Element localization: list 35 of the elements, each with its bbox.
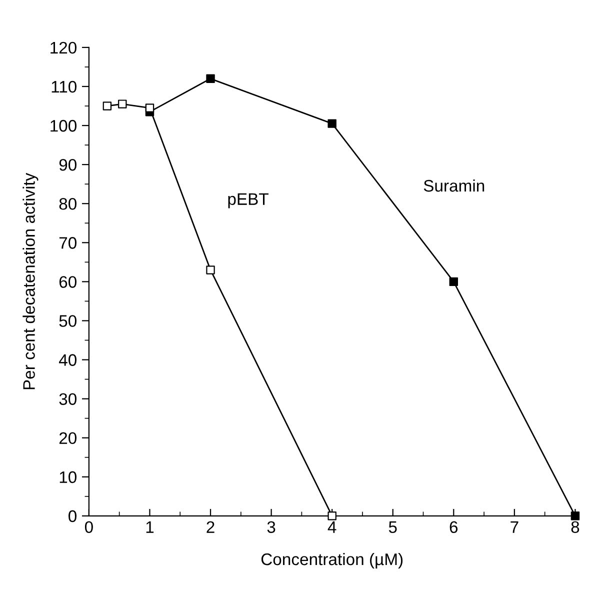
x-axis-title: Concentration (µM) [261, 552, 403, 569]
point [328, 512, 336, 520]
x-tick-label: 4 [328, 521, 336, 533]
y-tick-label: 40 [58, 354, 76, 366]
point [206, 74, 215, 84]
y-tick-label: 20 [59, 432, 76, 444]
y-axis-title: Per cent decatenation activity [22, 172, 38, 390]
x-tick-label: 0 [84, 521, 93, 534]
y-tick-label: 60 [59, 276, 76, 288]
x-tick-label: 6 [450, 521, 458, 534]
x-tick-label: 1 [146, 521, 154, 533]
y-tick-label: 30 [59, 393, 76, 405]
point [328, 119, 336, 128]
y-tick-label: 90 [59, 158, 76, 171]
x-tick-label: 7 [510, 521, 518, 533]
point [118, 100, 127, 108]
point [102, 102, 112, 110]
y-tick-label: 120 [50, 42, 76, 54]
x-tick-label: 3 [267, 521, 276, 534]
y-tick-label: 50 [59, 315, 76, 327]
y-tick-label: 0 [68, 510, 76, 522]
series-label: Suramin [424, 179, 484, 192]
point [570, 512, 580, 520]
y-tick-label: 70 [59, 237, 76, 249]
x-tick-label: 2 [206, 521, 214, 533]
point [449, 277, 458, 286]
y-tick-label: 10 [60, 471, 76, 484]
text: pEBT [228, 193, 268, 208]
x-tick-label: 8 [571, 521, 580, 534]
point [206, 266, 215, 274]
x-tick-label: 5 [388, 521, 397, 534]
y-tick-label: 110 [52, 80, 76, 93]
y-tick-label: 100 [50, 120, 76, 132]
point [145, 104, 154, 112]
y-tick-label: 80 [59, 198, 76, 210]
